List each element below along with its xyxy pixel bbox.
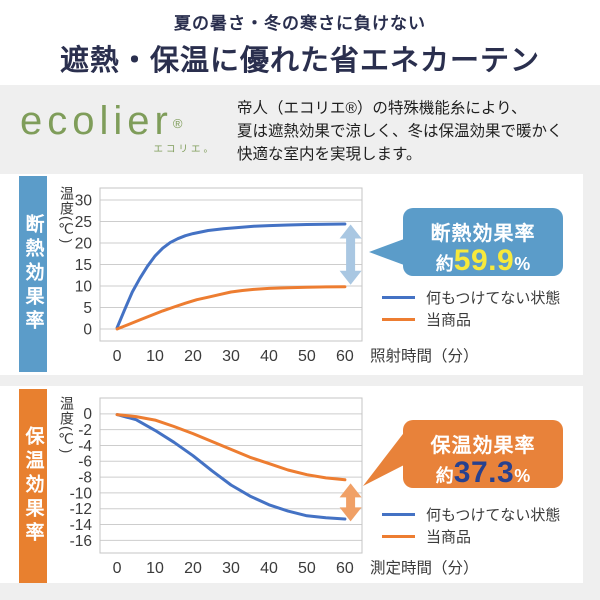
side-label-heat-retention: 保温効果率 [19, 389, 47, 583]
legend-item: 当商品 [382, 526, 560, 546]
page-title: 遮熱・保温に優れた省エネカーテン [59, 45, 540, 77]
badge-prefix: 約 [435, 466, 454, 486]
badge-prefix: 約 [435, 254, 454, 274]
header: 夏の暑さ・冬の寒さに負けない 遮熱・保温に優れた省エネカーテン [0, 0, 600, 85]
badge-percent-sign: % [514, 254, 531, 274]
heat-retention-badge-title: 保温効果率 [430, 435, 536, 457]
legend-item: 何もつけてない状態 [382, 287, 560, 307]
logo-registered-mark: ® [172, 116, 183, 131]
legend-label: 当商品 [426, 311, 472, 329]
svg-text:20: 20 [184, 348, 202, 365]
insulation-section: 断熱効果率 30 25 20 15 10 5 0 0 10 20 30 40 50 60 照射時間（分） 温… [0, 174, 583, 375]
pointer-triangle [363, 430, 406, 486]
insulation-y-axis-label: 温度(℃) [59, 186, 75, 245]
legend-item: 当商品 [382, 309, 560, 329]
svg-text:-14: -14 [70, 517, 93, 534]
svg-text:-12: -12 [70, 501, 92, 518]
logo-wordmark: ecolier [20, 99, 173, 143]
insulation-badge-pointer [369, 239, 404, 265]
svg-text:0: 0 [113, 348, 122, 365]
svg-text:20: 20 [75, 235, 93, 252]
heat-retention-y-axis-label: 温度(℃) [59, 396, 75, 455]
svg-text:-8: -8 [78, 470, 92, 487]
header-subtitle: 夏の暑さ・冬の寒さに負けない [174, 14, 426, 33]
svg-text:-16: -16 [70, 533, 92, 550]
side-label-insulation: 断熱効果率 [19, 176, 47, 372]
insulation-badge: 断熱効果率 約59.9% [403, 208, 563, 278]
svg-text:60: 60 [336, 560, 354, 577]
svg-text:30: 30 [75, 192, 93, 209]
intro-description: 帝人（エコリエ®）の特殊機能糸により、 夏は遮熱効果で涼しく、冬は保温効果で暖か… [237, 98, 597, 167]
svg-text:15: 15 [75, 257, 92, 274]
heat-retention-chart: 0-2-4-6-8-10-12-14-160 10 20 30 40 50 60 測定時間（分… [70, 397, 479, 577]
legend-label: 何もつけてない状態 [426, 506, 561, 524]
svg-text:-6: -6 [78, 454, 92, 471]
intro-line-2: 夏は遮熱効果で涼しく、冬は保温効果で暖かく [237, 122, 563, 140]
svg-text:0: 0 [83, 406, 92, 423]
svg-text:60: 60 [336, 348, 354, 365]
badge-number: 37.3 [453, 456, 515, 489]
svg-text:-2: -2 [78, 422, 92, 439]
svg-text:30: 30 [222, 348, 240, 365]
svg-text:10: 10 [75, 278, 93, 295]
badge-percent-sign: % [514, 466, 531, 486]
svg-text:-10: -10 [70, 485, 93, 502]
svg-text:10: 10 [146, 348, 164, 365]
svg-text:10: 10 [146, 560, 164, 577]
svg-text:照射時間（分）: 照射時間（分） [370, 347, 479, 365]
svg-text:30: 30 [222, 560, 240, 577]
legend-line-swatch-blue [382, 295, 415, 299]
intro-line-3: 快適な室内を実現します。 [237, 145, 422, 163]
legend-item: 何もつけてない状態 [382, 504, 560, 524]
heat-retention-badge-pointer [363, 430, 406, 486]
legend-label: 何もつけてない状態 [426, 289, 561, 307]
svg-text:25: 25 [75, 214, 92, 231]
svg-text:5: 5 [83, 300, 92, 317]
svg-text:40: 40 [260, 348, 278, 365]
intro-line-1: 帝人（エコリエ®）の特殊機能糸により、 [237, 100, 527, 117]
ecolier-logo: ecolier® エコリエ。 [20, 99, 230, 155]
svg-text:0: 0 [83, 321, 92, 338]
heat-retention-badge: 保温効果率 約37.3% [403, 420, 563, 490]
heat-retention-section: 保温効果率 0 -2 -4 -6 -8 -10 -12 -14 -16 0 10 20 30 40 50 60… [0, 386, 583, 583]
insulation-legend: 何もつけてない状態 当商品 [382, 287, 560, 331]
intro-band: ecolier® エコリエ。 帝人（エコリエ®）の特殊機能糸により、 夏は遮熱効… [0, 85, 600, 174]
insulation-badge-value: 約59.9% [403, 244, 563, 278]
badge-number: 59.9 [453, 244, 515, 277]
svg-text:50: 50 [298, 348, 316, 365]
legend-line-swatch-orange [382, 534, 415, 538]
heat-retention-legend: 何もつけてない状態 当商品 [382, 504, 560, 548]
heat-retention-badge-value: 約37.3% [403, 456, 563, 490]
logo-katakana: エコリエ。 [153, 144, 216, 155]
svg-text:-4: -4 [78, 438, 92, 455]
legend-line-swatch-blue [382, 512, 415, 516]
svg-text:50: 50 [298, 560, 316, 577]
insulation-badge-title: 断熱効果率 [430, 223, 536, 245]
svg-text:測定時間（分）: 測定時間（分） [370, 559, 479, 577]
svg-text:40: 40 [260, 560, 278, 577]
legend-line-swatch-orange [382, 317, 415, 321]
svg-text:20: 20 [184, 560, 202, 577]
legend-label: 当商品 [426, 528, 472, 546]
svg-text:0: 0 [113, 560, 122, 577]
